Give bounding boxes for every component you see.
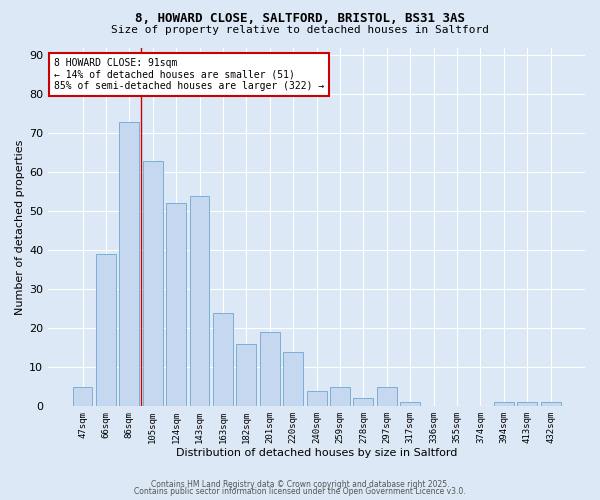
Text: Contains HM Land Registry data © Crown copyright and database right 2025.: Contains HM Land Registry data © Crown c…	[151, 480, 449, 489]
Y-axis label: Number of detached properties: Number of detached properties	[15, 139, 25, 314]
Bar	[190, 196, 209, 406]
Bar	[307, 390, 326, 406]
Bar	[377, 386, 397, 406]
Bar	[166, 204, 186, 406]
Bar	[330, 386, 350, 406]
Bar	[517, 402, 537, 406]
Bar	[260, 332, 280, 406]
Bar	[96, 254, 116, 406]
Bar	[143, 160, 163, 406]
Bar	[283, 352, 303, 406]
Bar	[119, 122, 139, 406]
Text: Contains public sector information licensed under the Open Government Licence v3: Contains public sector information licen…	[134, 487, 466, 496]
Bar	[353, 398, 373, 406]
Text: Size of property relative to detached houses in Saltford: Size of property relative to detached ho…	[111, 25, 489, 35]
Bar	[213, 312, 233, 406]
X-axis label: Distribution of detached houses by size in Saltford: Distribution of detached houses by size …	[176, 448, 457, 458]
Text: 8 HOWARD CLOSE: 91sqm
← 14% of detached houses are smaller (51)
85% of semi-deta: 8 HOWARD CLOSE: 91sqm ← 14% of detached …	[53, 58, 324, 92]
Bar	[541, 402, 560, 406]
Bar	[236, 344, 256, 406]
Bar	[73, 386, 92, 406]
Bar	[494, 402, 514, 406]
Text: 8, HOWARD CLOSE, SALTFORD, BRISTOL, BS31 3AS: 8, HOWARD CLOSE, SALTFORD, BRISTOL, BS31…	[135, 12, 465, 26]
Bar	[400, 402, 420, 406]
